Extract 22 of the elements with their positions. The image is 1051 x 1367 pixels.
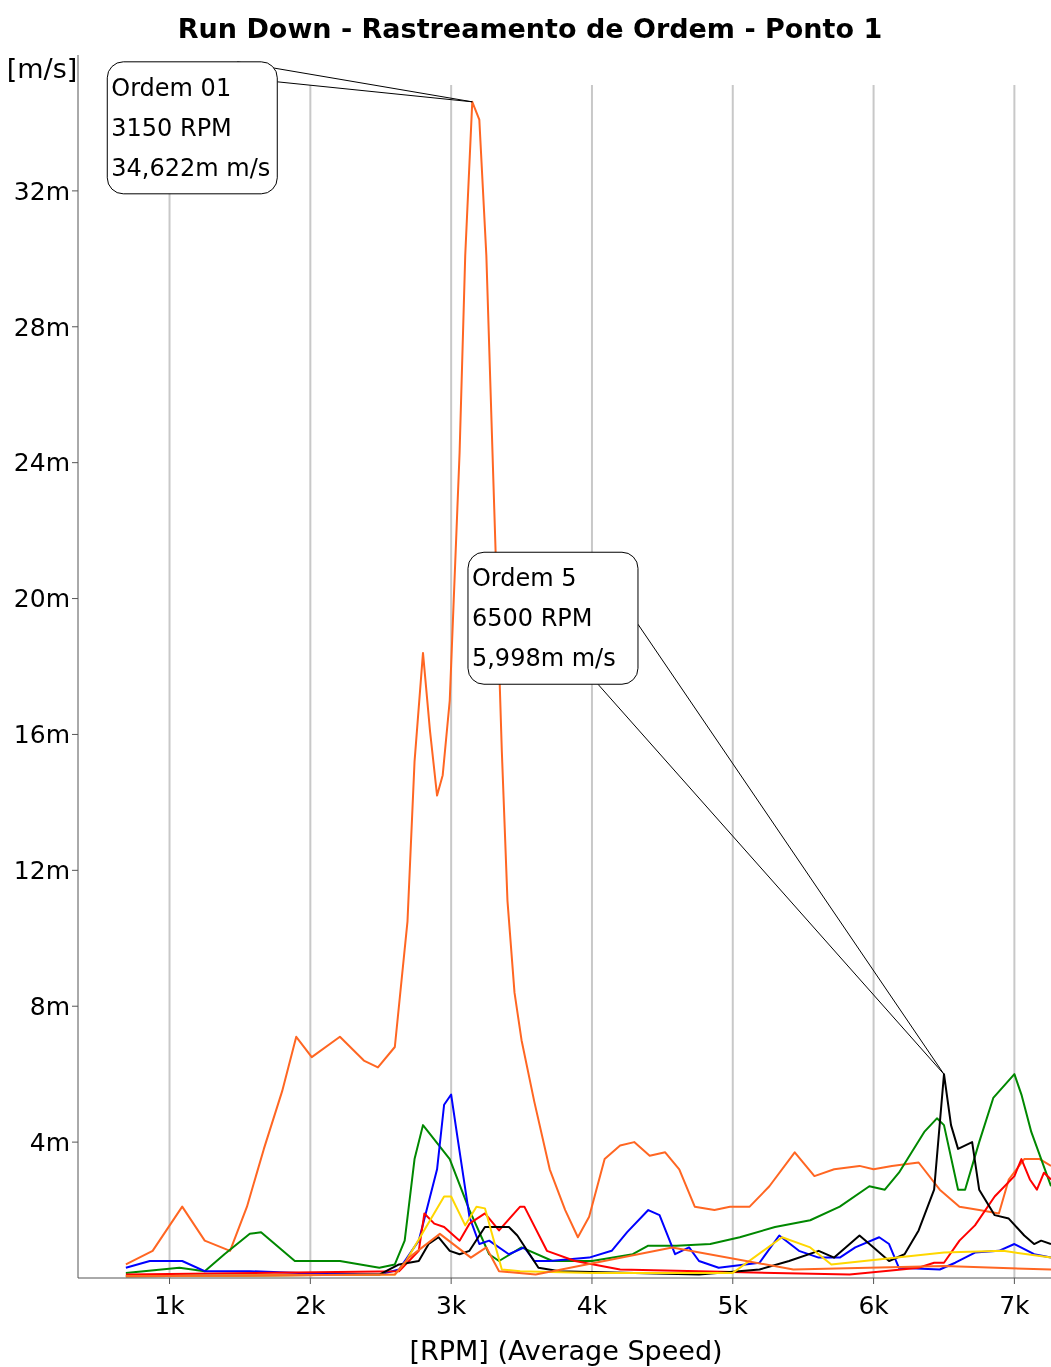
x-axis-title: [RPM] (Average Speed): [409, 1335, 723, 1366]
y-tick-label: 12m: [13, 856, 70, 886]
line-series: [124, 1158, 1051, 1276]
y-tick-label: 8m: [29, 991, 70, 1021]
y-tick-label: 28m: [13, 312, 70, 342]
x-tick-label: 5k: [717, 1291, 749, 1320]
y-tick-label: 32m: [13, 176, 70, 206]
y-tick-label: 4m: [29, 1127, 70, 1157]
annotation: Ordem 5 6500 RPM 5,998m m/s: [471, 564, 616, 673]
x-tick-label: 4k: [576, 1291, 608, 1320]
y-tick-label: 24m: [13, 448, 70, 478]
x-tick-label: 2k: [295, 1291, 327, 1320]
x-tick-label: 3k: [435, 1291, 467, 1320]
y-axis-title: [m/s]: [6, 53, 78, 84]
x-tick-label: 7k: [999, 1291, 1031, 1320]
x-tick-label: 6k: [858, 1291, 890, 1320]
line-series: [124, 1232, 1051, 1278]
x-tick-label: 1k: [154, 1291, 186, 1320]
y-tick-label: 16m: [13, 720, 70, 750]
y-tick-label: 20m: [13, 584, 70, 614]
chart-title: Run Down - Rastreamento de Ordem - Ponto 1: [177, 13, 883, 44]
annotation: Ordem 01 3150 RPM 34,622m m/s: [111, 73, 271, 182]
